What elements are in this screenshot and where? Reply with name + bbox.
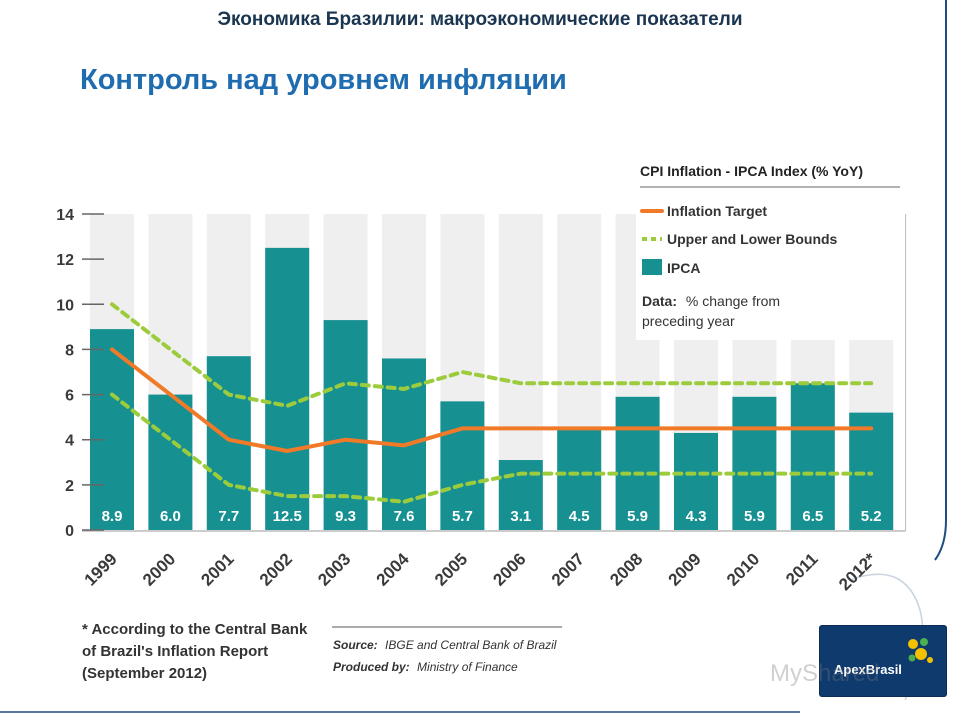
data-label: 7.7 [218, 508, 239, 525]
data-note-bold: Data: [642, 293, 677, 309]
legend-entry-target: Inflation Target [667, 203, 767, 219]
data-label: 3.1 [510, 508, 531, 525]
source-line: Source: IBGE and Central Bank of Brazil [333, 638, 557, 652]
bar-ipca [615, 396, 660, 530]
logo-mark-icon [908, 638, 933, 663]
category-label: 2001 [197, 549, 237, 589]
legend-title: CPI Inflation - IPCA Index (% YoY) [640, 163, 863, 179]
y-tick-label: 2 [65, 478, 74, 495]
data-label: 8.9 [102, 508, 123, 525]
source-label: Source: [333, 638, 378, 652]
series-lines [110, 302, 874, 504]
data-label: 6.0 [160, 508, 181, 525]
produced-by-label: Produced by: [333, 660, 410, 674]
footnote: * According to the Central Bank of Brazi… [82, 621, 308, 682]
category-label: 2011 [782, 549, 822, 589]
bar-ipca [732, 396, 777, 530]
y-tick-label: 14 [56, 207, 74, 224]
y-tick-label: 8 [65, 342, 74, 359]
category-label: 1999 [81, 549, 121, 589]
data-label: 12.5 [273, 508, 302, 525]
apexbrasil-logo: ApexBrasil [820, 626, 946, 696]
bar-ipca [440, 401, 485, 530]
logo-text: ApexBrasil [834, 662, 902, 677]
category-label: 2003 [314, 549, 354, 589]
data-note-rest: % change from [686, 293, 780, 309]
y-tick-label: 6 [65, 388, 74, 405]
category-label: 2006 [489, 549, 529, 589]
legend-entry-ipca: IPCA [667, 260, 700, 276]
data-label: 5.9 [627, 508, 648, 525]
category-label: 2002 [256, 549, 296, 589]
line-upper-bound [110, 302, 874, 408]
category-label: 2009 [665, 549, 705, 589]
y-tick-label: 10 [56, 297, 74, 314]
line-inflation-target [110, 347, 874, 453]
footnote-line-2: of Brazil's Inflation Report [82, 643, 268, 660]
bar-ipca [849, 412, 894, 530]
y-tick-label: 12 [56, 252, 74, 269]
category-label: 2012* [835, 549, 880, 594]
data-label: 5.9 [744, 508, 765, 525]
legend-entry-bounds: Upper and Lower Bounds [667, 231, 838, 247]
bar-ipca [557, 428, 602, 530]
category-label: 2007 [548, 549, 588, 589]
data-label: 5.7 [452, 508, 473, 525]
page-title: Контроль над уровнем инфляции [80, 64, 567, 96]
category-label: 2000 [139, 549, 179, 589]
source-value: IBGE and Central Bank of Brazil [385, 638, 557, 652]
legend-data-note-line2: preceding year [642, 313, 735, 329]
footnote-line-3: (September 2012) [82, 665, 207, 682]
x-axis-categories: 1999 2000 2001 2002 2003 2004 2005 2006 2007 2008… [81, 549, 881, 594]
legend-data-note: Data: % change from [642, 293, 780, 309]
legend-swatch-ipca [642, 259, 662, 275]
watermark: MyShared [770, 660, 880, 687]
produced-by-value: Ministry of Finance [417, 660, 518, 674]
bar-ipca [790, 383, 835, 530]
produced-by-line: Produced by: Ministry of Finance [333, 660, 518, 674]
data-label: 9.3 [335, 508, 356, 525]
data-labels: 8.9 6.0 7.7 12.5 9.3 7.6 5.7 3.1 4.5 5.9 4.3 5.9 6.5… [102, 508, 882, 525]
y-tick-label: 4 [65, 433, 74, 450]
bar-ipca [148, 394, 193, 530]
data-label: 6.5 [802, 508, 823, 525]
y-tick-label: 0 [65, 523, 74, 540]
legend: CPI Inflation - IPCA Index (% YoY) Infla… [636, 152, 904, 340]
ipca-bars [90, 247, 894, 530]
category-label: 2005 [431, 549, 471, 589]
header-subtitle: Экономика Бразилии: макроэкономические п… [217, 9, 743, 30]
bar-ipca [265, 247, 310, 530]
category-label: 2008 [606, 549, 646, 589]
data-label: 7.6 [394, 508, 415, 525]
line-lower-bound [110, 392, 874, 504]
category-label: 2004 [373, 549, 414, 590]
data-label: 5.2 [861, 508, 882, 525]
footnote-line-1: * According to the Central Bank [82, 621, 308, 638]
data-label: 4.5 [569, 508, 590, 525]
bar-ipca [674, 432, 718, 530]
y-axis: 0 2 4 6 8 10 12 14 [56, 207, 907, 540]
data-label: 4.3 [686, 508, 707, 525]
category-label: 2010 [723, 549, 763, 589]
source-block: Source: IBGE and Central Bank of Brazil … [332, 626, 562, 674]
